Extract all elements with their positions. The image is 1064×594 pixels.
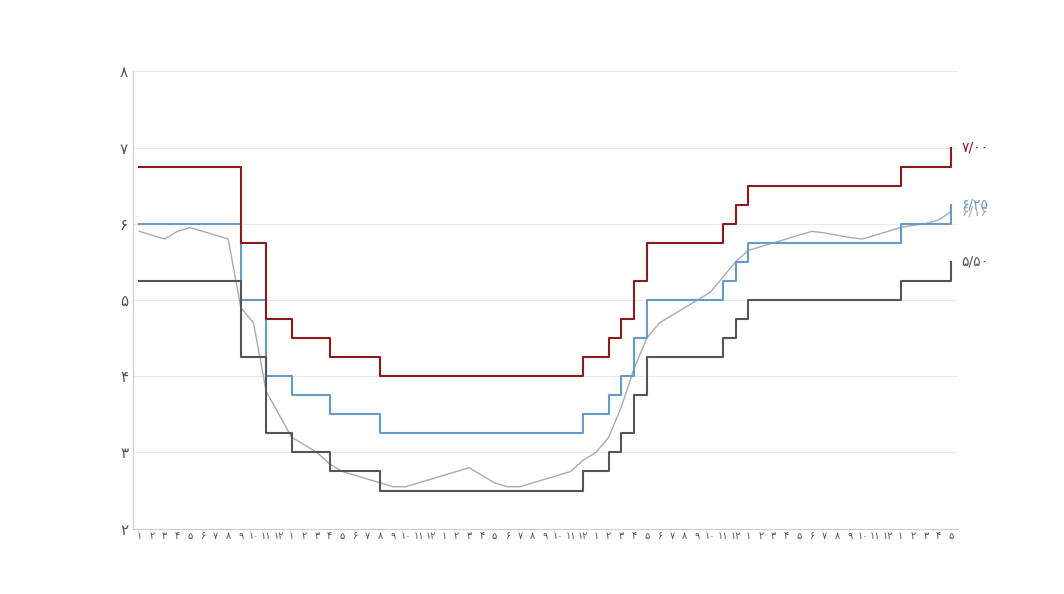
Text: ۶/۱۶: ۶/۱۶ (962, 204, 988, 219)
Text: ۶/۲۵: ۶/۲۵ (962, 198, 988, 211)
Text: ۷/۰۰: ۷/۰۰ (962, 141, 988, 154)
Text: ۵/۵۰: ۵/۵۰ (962, 255, 988, 269)
